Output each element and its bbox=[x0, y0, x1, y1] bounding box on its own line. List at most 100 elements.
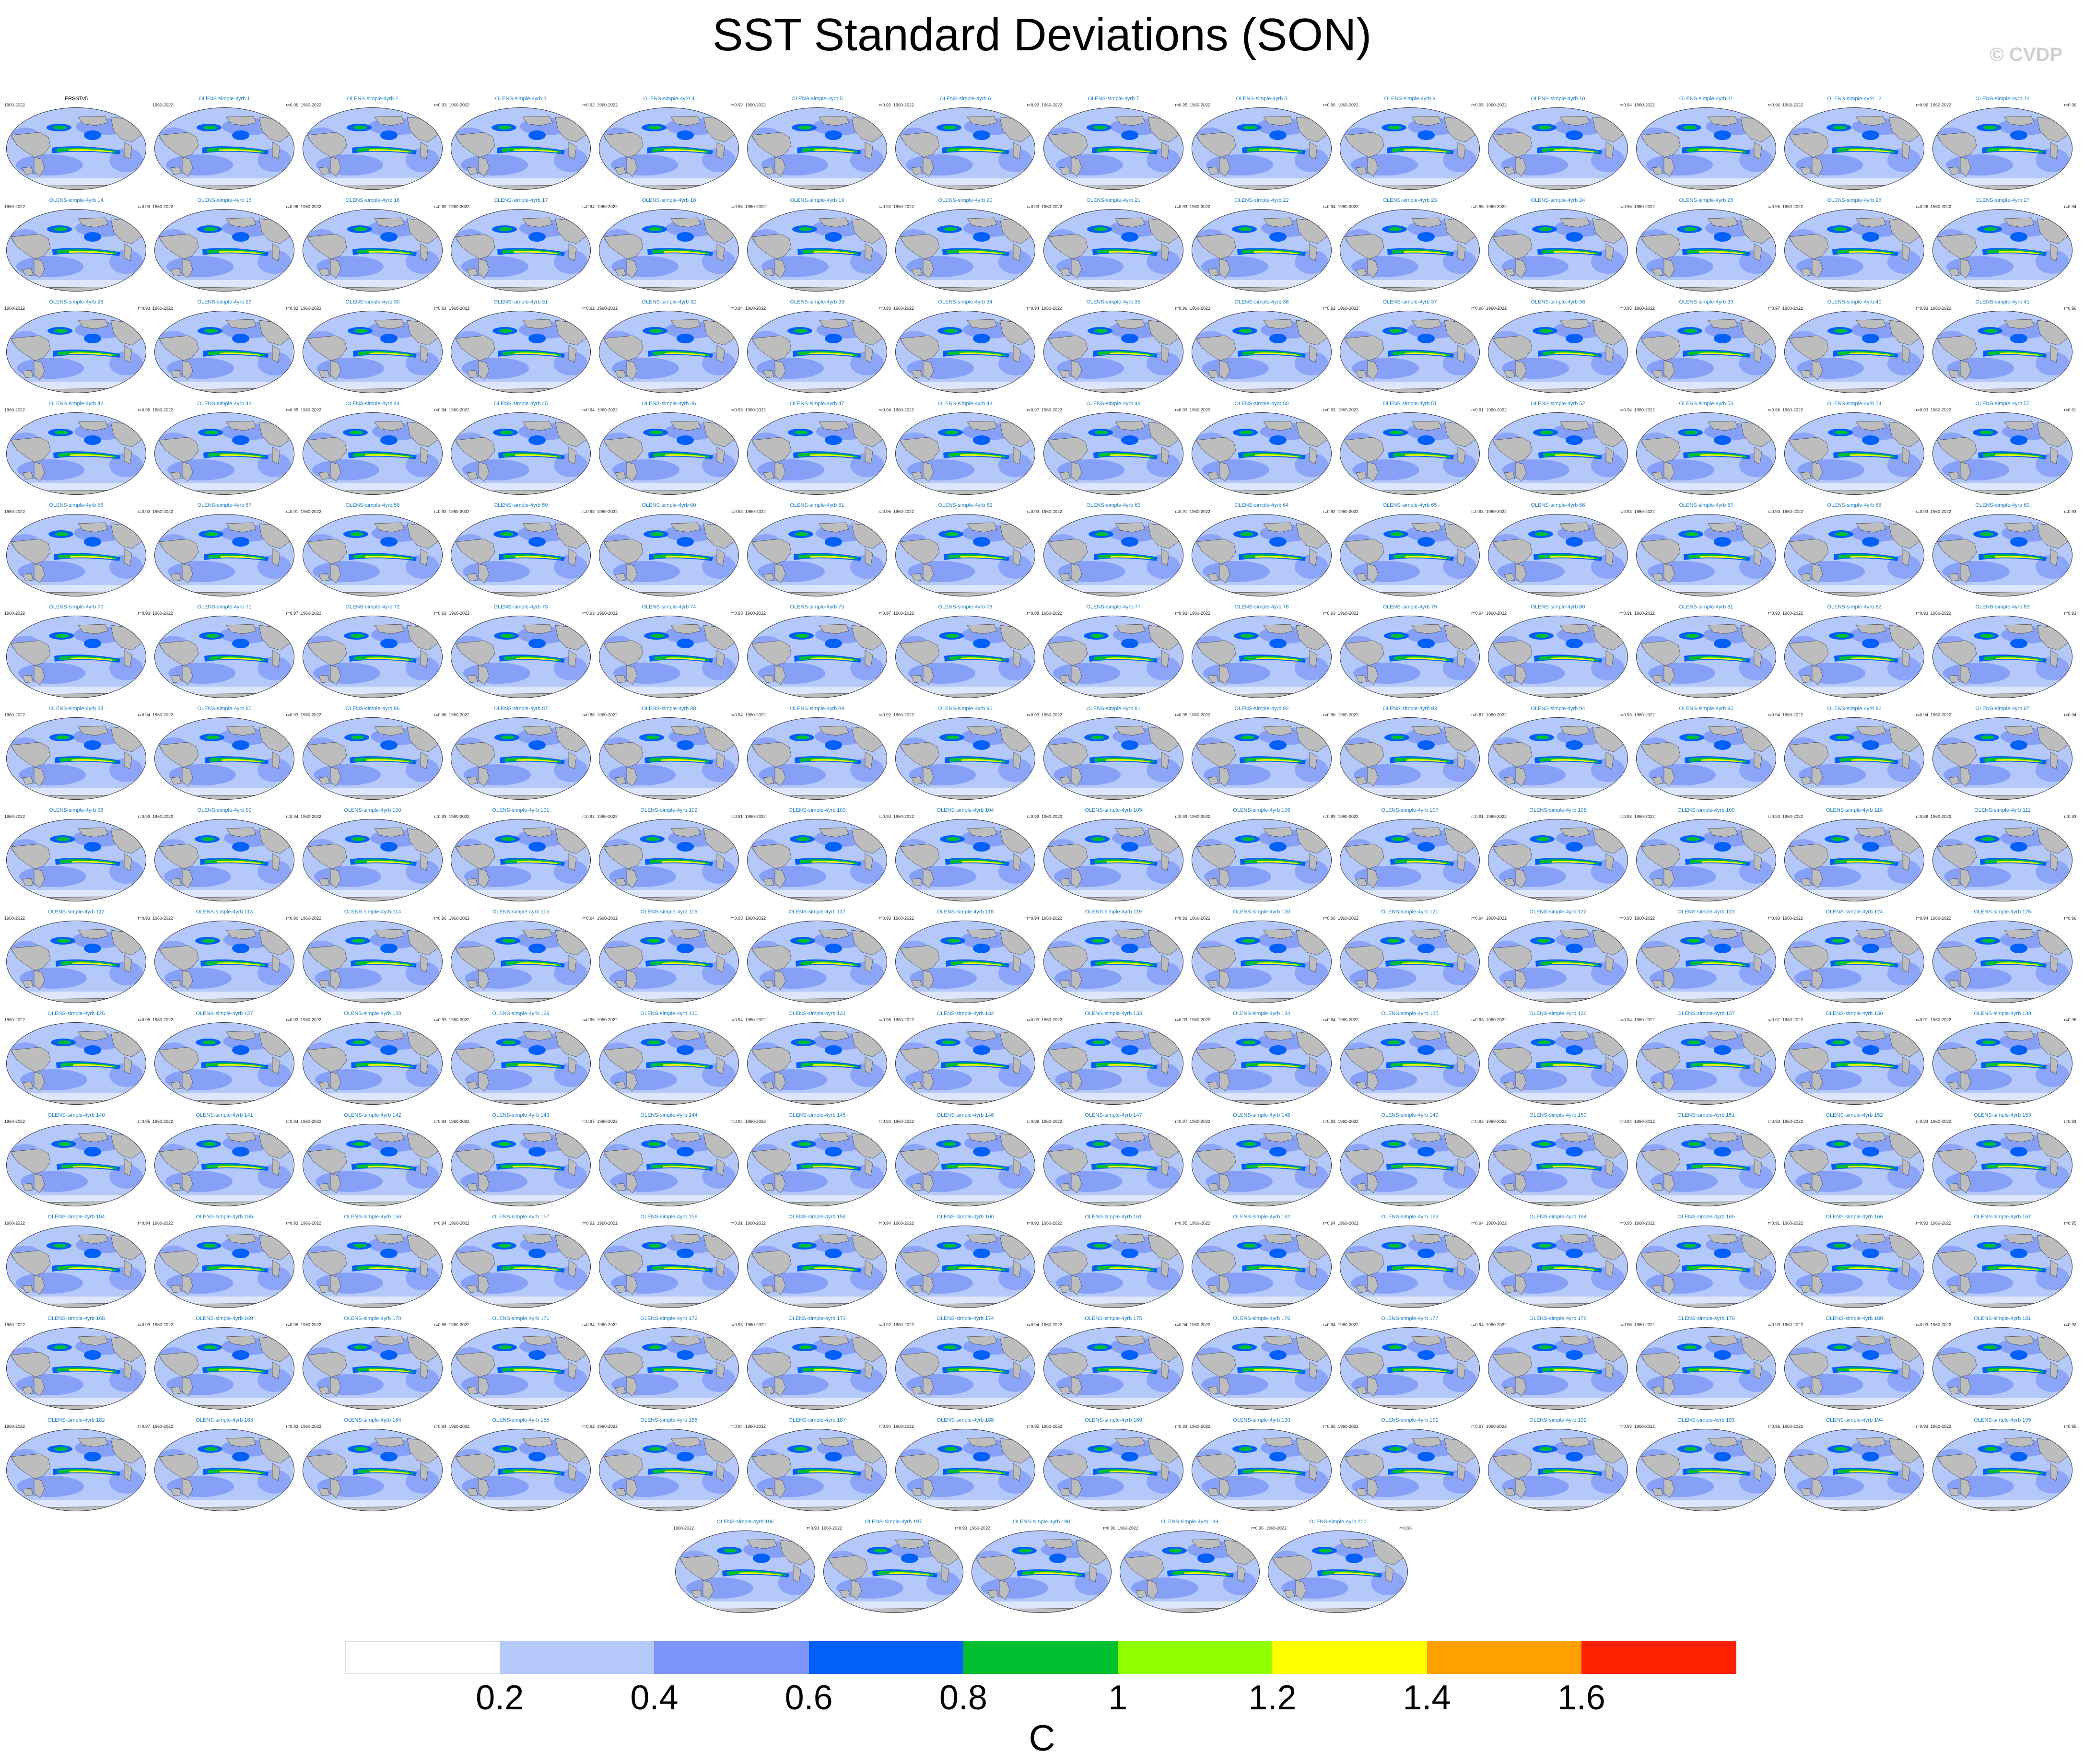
panel-member: OLENS-simple-4yrb 195 1960-2022 r=0.95 bbox=[1929, 1417, 2076, 1516]
panel-title: OLENS-simple-4yrb 118 bbox=[937, 909, 994, 915]
sst-stddev-map bbox=[303, 209, 443, 292]
panel-member: OLENS-simple-4yrb 25 1960-2022 r=0.95 bbox=[1632, 198, 1780, 296]
sst-stddev-map bbox=[599, 1429, 739, 1511]
panel-title: OLENS-simple-4yrb 19 bbox=[790, 198, 844, 203]
panel-period: 1960-2022 bbox=[893, 916, 914, 921]
panel-pattern-correlation: r=0.93 bbox=[434, 814, 446, 819]
sst-stddev-map bbox=[1043, 1022, 1183, 1105]
panel-period: 1960-2022 bbox=[1042, 611, 1063, 616]
panel-title: OLENS-simple-4yrb 161 bbox=[1085, 1214, 1142, 1220]
panel-period: 1960-2022 bbox=[301, 1221, 322, 1226]
panel-pattern-correlation: r=0.94 bbox=[434, 1424, 446, 1429]
sst-stddev-map bbox=[747, 311, 887, 393]
panel-pattern-correlation: r=0.93 bbox=[1175, 814, 1187, 819]
panel-pattern-correlation: r=0.91 bbox=[2064, 408, 2076, 412]
panel-period: 1960-2022 bbox=[449, 611, 470, 616]
panel-period: 1960-2022 bbox=[1338, 103, 1359, 107]
panel-pattern-correlation: r=0.93 bbox=[878, 306, 891, 311]
panel-pattern-correlation: r=0.95 bbox=[286, 408, 298, 412]
sst-stddev-map bbox=[6, 514, 146, 596]
panel-pattern-correlation: r=0.96 bbox=[434, 713, 446, 717]
colorbar-tick-label: 1 bbox=[1108, 1679, 1128, 1717]
panel-member: OLENS-simple-4yrb 34 1960-2022 r=0.94 bbox=[891, 299, 1039, 397]
sst-stddev-map bbox=[1488, 311, 1628, 393]
panel-period: 1960-2022 bbox=[1782, 1322, 1803, 1327]
colorbar-swatch bbox=[963, 1641, 1119, 1674]
sst-stddev-map bbox=[1043, 1124, 1183, 1206]
panel-period: 1960-2022 bbox=[1486, 103, 1507, 107]
panel-period: 1960-2022 bbox=[4, 814, 25, 819]
panel-member: OLENS-simple-4yrb 148 1960-2022 r=0.93 bbox=[1188, 1112, 1335, 1211]
sst-stddev-map bbox=[1340, 1327, 1480, 1410]
panel-member: OLENS-simple-4yrb 191 1960-2022 r=0.97 bbox=[1336, 1417, 1484, 1516]
panel-pattern-correlation: r=0.94 bbox=[582, 916, 595, 921]
sst-stddev-map bbox=[451, 1226, 591, 1308]
panel-pattern-correlation: r=0.97 bbox=[1027, 408, 1039, 412]
panel-pattern-correlation: r=0.93 bbox=[1916, 1221, 1928, 1226]
sst-stddev-map bbox=[303, 1226, 443, 1308]
panel-title: OLENS-simple-4yrb 125 bbox=[1974, 909, 2031, 915]
panel-pattern-correlation: r=0.96 bbox=[286, 103, 298, 107]
panel-pattern-correlation: r=0.91 bbox=[1471, 408, 1484, 412]
panel-title: OLENS-simple-4yrb 52 bbox=[1531, 401, 1585, 407]
panel-period: 1960-2022 bbox=[1190, 509, 1211, 514]
panel-period: 1960-2022 bbox=[745, 611, 766, 616]
panel-member: OLENS-simple-4yrb 172 1960-2022 r=0.93 bbox=[595, 1316, 743, 1414]
panel-pattern-correlation: r=0.93 bbox=[138, 814, 150, 819]
panel-pattern-correlation: r=0.93 bbox=[730, 916, 743, 921]
panel-pattern-correlation: r=0.93 bbox=[1768, 1322, 1780, 1327]
panel-pattern-correlation: r=0.97 bbox=[1768, 306, 1780, 311]
panel-period: 1960-2022 bbox=[301, 408, 322, 412]
panel-member: OLENS-simple-4yrb 80 1960-2022 r=0.91 bbox=[1484, 604, 1632, 702]
panel-member: OLENS-simple-4yrb 31 1960-2022 r=0.92 bbox=[447, 299, 595, 397]
panel-period: 1960-2022 bbox=[449, 1424, 470, 1429]
panel-title: OLENS-simple-4yrb 115 bbox=[492, 909, 550, 915]
sst-stddev-map bbox=[1784, 209, 1924, 292]
panel-title: OLENS-simple-4yrb 73 bbox=[493, 604, 548, 610]
panel-pattern-correlation: r=0.94 bbox=[1619, 1017, 1632, 1022]
panel-period: 1960-2022 bbox=[1190, 611, 1211, 616]
panel-member: OLENS-simple-4yrb 155 1960-2022 r=0.93 bbox=[151, 1214, 298, 1312]
colorbar-swatch bbox=[654, 1641, 809, 1674]
panel-title: OLENS-simple-4yrb 89 bbox=[790, 706, 844, 712]
panel-member: OLENS-simple-4yrb 64 1960-2022 r=0.92 bbox=[1188, 502, 1335, 601]
panel-member: OLENS-simple-4yrb 145 1960-2022 r=0.94 bbox=[743, 1112, 891, 1211]
panel-title: OLENS-simple-4yrb 111 bbox=[1974, 807, 2031, 813]
panel-period: 1960-2022 bbox=[1782, 1221, 1803, 1226]
panel-period: 1960-2022 bbox=[301, 1017, 322, 1022]
panel-title: OLENS-simple-4yrb 50 bbox=[1234, 401, 1289, 407]
sst-stddev-map bbox=[747, 1124, 887, 1206]
panel-period: 1960-2022 bbox=[1338, 814, 1359, 819]
sst-stddev-map bbox=[747, 1022, 887, 1105]
sst-stddev-map bbox=[747, 1327, 887, 1410]
panel-member: OLENS-simple-4yrb 154 1960-2022 r=0.94 bbox=[2, 1214, 150, 1312]
sst-stddev-map bbox=[1636, 921, 1776, 1003]
panel-member: OLENS-simple-4yrb 143 1960-2022 r=0.97 bbox=[447, 1112, 595, 1211]
sst-stddev-map bbox=[1488, 107, 1628, 190]
panel-pattern-correlation: r=0.92 bbox=[434, 204, 446, 209]
panel-title: OLENS-simple-4yrb 122 bbox=[1529, 909, 1587, 915]
panel-period: 1960-2022 bbox=[597, 611, 618, 616]
panel-pattern-correlation: r=0.90 bbox=[286, 916, 298, 921]
panel-period: 1960-2022 bbox=[597, 509, 618, 514]
sst-stddev-map bbox=[303, 1327, 443, 1410]
panel-pattern-correlation: r=0.93 bbox=[434, 1017, 446, 1022]
colorbar-swatch bbox=[1272, 1641, 1428, 1674]
panel-pattern-correlation: r=0.94 bbox=[878, 1119, 891, 1124]
panel-pattern-correlation: r=0.95 bbox=[1471, 204, 1484, 209]
panel-member: OLENS-simple-4yrb 140 1960-2022 r=0.95 bbox=[2, 1112, 150, 1211]
panel-period: 1960-2022 bbox=[152, 1424, 174, 1429]
panel-member: OLENS-simple-4yrb 132 1960-2022 r=0.93 bbox=[891, 1011, 1039, 1109]
panel-member: OLENS-simple-4yrb 95 1960-2022 r=0.94 bbox=[1632, 706, 1780, 804]
panel-pattern-correlation: r=0.94 bbox=[730, 1119, 743, 1124]
panel-title: OLENS-simple-4yrb 76 bbox=[938, 604, 993, 610]
panel-pattern-correlation: r=0.94 bbox=[1027, 1322, 1039, 1327]
panel-period: 1960-2022 bbox=[1782, 204, 1803, 209]
panel-period: 1960-2022 bbox=[1190, 306, 1211, 311]
panel-title: ERSSTv5 bbox=[64, 96, 88, 102]
sst-stddev-map bbox=[1340, 921, 1480, 1003]
panel-pattern-correlation: r=0.94 bbox=[1323, 1221, 1335, 1226]
panel-member: OLENS-simple-4yrb 2 1960-2022 r=0.93 bbox=[299, 96, 446, 194]
panel-member: OLENS-simple-4yrb 77 1960-2022 r=0.93 bbox=[1040, 604, 1187, 702]
sst-stddev-map bbox=[1636, 1226, 1776, 1308]
